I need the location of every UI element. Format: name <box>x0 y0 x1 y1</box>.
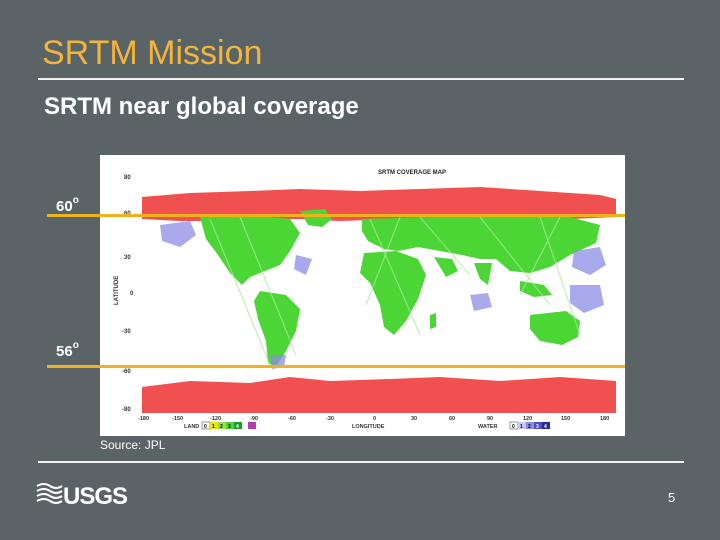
y-tick: 80 <box>124 175 131 181</box>
x-tick: 150 <box>561 416 570 422</box>
y-tick: -80 <box>122 407 131 413</box>
land-legend-value: 4 <box>236 424 239 430</box>
water-legend-value: 3 <box>536 424 539 430</box>
coverage-map-graphic: SRTM COVERAGE MAP 80 60 30 0 -30 -60 -80… <box>114 170 620 430</box>
latitude-value-south: 56 <box>56 343 73 360</box>
x-axis-label: LONGITUDE <box>352 424 385 430</box>
y-axis-label: LATITUDE <box>114 276 120 305</box>
slide-subtitle: SRTM near global coverage <box>44 93 359 120</box>
land-legend-value: 3 <box>228 424 231 430</box>
degree-symbol: o <box>72 195 79 206</box>
latitude-line-north <box>47 214 625 217</box>
land-legend-swatch <box>234 422 242 429</box>
swath-pattern <box>209 216 581 366</box>
y-tick: 30 <box>124 255 131 261</box>
land-legend-value: 1 <box>212 424 215 430</box>
water-legend-value: 1 <box>520 424 523 430</box>
x-tick: -90 <box>250 416 258 422</box>
coverage-map: SRTM COVERAGE MAP 80 60 30 0 -30 -60 -80… <box>100 155 625 436</box>
x-tick: -30 <box>326 416 334 422</box>
y-tick: 0 <box>130 291 134 297</box>
x-tick: -150 <box>172 416 183 422</box>
land-legend-extra-swatch <box>248 422 256 429</box>
water-coverage <box>160 221 606 369</box>
page-number: 5 <box>668 490 676 505</box>
x-tick: 30 <box>411 416 417 422</box>
title-divider <box>38 78 684 80</box>
x-tick: 90 <box>487 416 493 422</box>
water-legend-swatch <box>534 422 542 429</box>
usgs-logo: USGS <box>36 478 129 513</box>
slide-title: SRTM Mission <box>42 34 263 72</box>
x-tick: 0 <box>373 416 376 422</box>
water-legend-swatch <box>526 422 534 429</box>
x-tick: -120 <box>210 416 221 422</box>
australia <box>530 311 580 345</box>
y-tick: -60 <box>122 369 131 375</box>
usgs-logo-graphic: USGS <box>36 483 129 510</box>
source-caption: Source: JPL <box>100 438 166 452</box>
north-america <box>200 215 300 285</box>
latitude-line-south <box>47 365 625 368</box>
y-tick: -30 <box>122 329 131 335</box>
africa <box>360 251 426 335</box>
south-asia <box>434 257 492 285</box>
land-legend-value: 2 <box>220 424 223 430</box>
map-title: SRTM COVERAGE MAP <box>378 170 446 176</box>
x-tick: -60 <box>288 416 296 422</box>
x-tick: 60 <box>449 416 455 422</box>
land-legend-label: LAND <box>184 424 199 430</box>
water-legend-value: 0 <box>512 424 515 430</box>
water-legend-value: 2 <box>528 424 531 430</box>
water-legend-label: WATER <box>478 424 497 430</box>
svg-text:USGS: USGS <box>63 483 128 508</box>
madagascar <box>430 313 436 329</box>
south-america <box>254 291 300 367</box>
x-tick: -180 <box>138 416 149 422</box>
x-tick: 120 <box>523 416 532 422</box>
land-legend-swatch <box>226 422 234 429</box>
land-legend-swatch <box>210 422 218 429</box>
antarctica-uncovered-region <box>142 377 616 413</box>
water-legend-value: 4 <box>544 424 547 430</box>
latitude-label-south: 56o <box>56 340 79 360</box>
footer-divider <box>38 461 684 463</box>
latitude-value-north: 60 <box>56 198 73 215</box>
land-legend-swatch <box>218 422 226 429</box>
southeast-asia <box>520 281 552 297</box>
land-legend-value: 0 <box>204 424 207 430</box>
eurasia <box>362 215 600 273</box>
latitude-label-north: 60o <box>56 195 79 215</box>
x-tick: 180 <box>600 416 609 422</box>
water-legend-swatch <box>542 422 550 429</box>
greenland <box>300 209 332 227</box>
water-legend-swatch <box>518 422 526 429</box>
degree-symbol: o <box>72 340 79 351</box>
north-uncovered-region <box>142 187 616 221</box>
